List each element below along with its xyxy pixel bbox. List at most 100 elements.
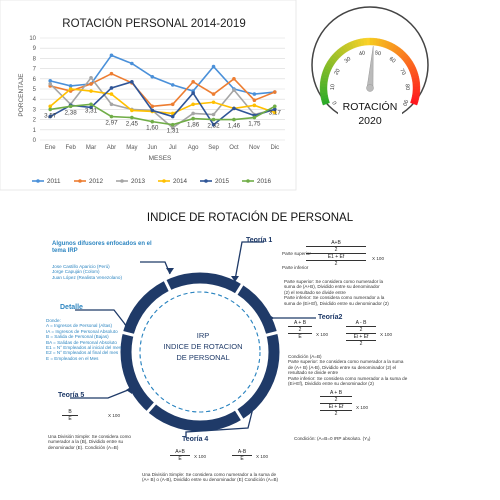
t2-text: Condición (A=B) Parte superior: Se consi… (288, 354, 458, 386)
data-point (212, 65, 216, 69)
data-point (150, 109, 154, 113)
x-tick-label: May (126, 145, 137, 151)
y-axis-label: PORCENTAJE (18, 73, 25, 117)
detail-line: E = Empleados en el Mes (46, 356, 136, 361)
data-point (130, 80, 134, 84)
data-point (110, 72, 114, 76)
legend-label: 2015 (215, 178, 230, 185)
detail-label: Detalle (60, 304, 83, 311)
data-point (191, 91, 195, 95)
t2-formula2: A - B 2 Ei + Ef 2 (346, 320, 376, 347)
data-point (48, 105, 52, 109)
theory2-label: Teoría2 (318, 314, 342, 321)
authors-title: Algunos difusores enfocados en el tema I… (52, 241, 152, 255)
x-tick-label: Ene (45, 145, 56, 151)
data-point (69, 105, 73, 109)
data-point (232, 107, 236, 111)
t2-f3-bot2: 2 (320, 410, 352, 417)
data-label: 3,57 (44, 112, 57, 119)
data-label: 2,32 (207, 123, 220, 130)
data-point (89, 103, 93, 107)
data-point (212, 92, 216, 96)
x-tick-label: Jul (169, 145, 177, 151)
data-point (171, 123, 175, 127)
detail-text: Donde: A = Ingresos de Personal (Altas) … (46, 318, 136, 361)
t2-condition: Condición: (A=B=0 IRP absoluto. (Yₐ) (294, 436, 444, 441)
data-point (232, 118, 236, 122)
data-point (253, 98, 257, 102)
data-point (191, 103, 195, 107)
data-point (191, 80, 195, 84)
center-line2: INDICE DE ROTACION (163, 342, 242, 351)
data-point (48, 79, 52, 83)
authors-list: Jose Castillo Aparicio (Perú) Jorge Capu… (52, 264, 152, 280)
data-point (212, 118, 216, 122)
gauge-label-line2: 2020 (358, 115, 382, 127)
t1-bot2: 2 (306, 260, 366, 267)
data-label: 1,46 (228, 123, 241, 130)
t5-text: Una División Simple: Se considera como n… (48, 434, 158, 450)
legend-label: 2014 (173, 178, 188, 185)
x-tick-label: Oct (229, 145, 239, 151)
data-point (130, 109, 134, 113)
data-point (273, 105, 277, 109)
data-point (130, 116, 134, 120)
t1-bot: E1 + Ef (306, 253, 366, 260)
data-point (171, 83, 175, 87)
data-point (69, 87, 73, 91)
t5-x100: X 100 (108, 413, 120, 418)
data-point (253, 104, 257, 108)
x-tick-label: Feb (65, 145, 76, 151)
t5-text-line: denominador (E). Condición (A=B) (48, 445, 158, 450)
data-point (273, 90, 277, 94)
t2-f2-bot: Ei + Ef (346, 333, 376, 340)
data-point (150, 75, 154, 79)
data-label: 1,86 (187, 122, 200, 129)
gauge-tick-label: 50 (374, 50, 381, 57)
theory4-label: Teoría 4 (182, 436, 208, 443)
legend-label: 2013 (131, 178, 146, 185)
data-point (212, 100, 216, 104)
diagram-title: INDICE DE ROTACIÓN DE PERSONAL (147, 211, 354, 224)
data-label: 1,75 (248, 121, 261, 128)
t1-side2: Parte inferior (282, 265, 308, 270)
t4-formula1: A+B E (170, 449, 190, 462)
t1-x100: X 100 (372, 256, 384, 261)
data-label: 3,17 (269, 109, 282, 116)
data-label: 2,38 (64, 109, 77, 116)
data-point (232, 88, 236, 92)
data-point (191, 112, 195, 116)
x-tick-label: Ago (188, 145, 199, 151)
x-tick-label: Dic (270, 145, 279, 151)
data-label: 2,45 (126, 121, 139, 128)
t1-side1: Parte superior (282, 251, 311, 256)
t5-f-bot: E (62, 415, 78, 422)
x-tick-label: Sep (208, 145, 219, 151)
t2-f2-mid: 2 (346, 326, 376, 333)
data-point (130, 62, 134, 66)
t2-f3-mid: 2 (320, 396, 352, 403)
gauge-tick-label: 40 (359, 50, 366, 57)
data-label: 2,97 (105, 120, 118, 127)
legend-label: 2011 (47, 178, 61, 185)
gauge-tick-label: 10 (330, 84, 336, 91)
data-point (110, 86, 114, 90)
data-point (48, 82, 52, 86)
x-axis-label: MESES (149, 155, 172, 162)
gauge-tick-label: 80 (404, 84, 410, 91)
x-tick-label: Mar (86, 145, 96, 151)
gauge-pivot (367, 85, 374, 92)
data-point (171, 103, 175, 107)
data-point (253, 92, 257, 96)
data-label: 1,60 (146, 125, 159, 132)
legend-label: 2012 (89, 178, 104, 185)
data-point (110, 54, 114, 58)
t1-mid: 2 (306, 246, 366, 253)
data-point (89, 76, 93, 80)
t2-x100-b: X 100 (380, 332, 392, 337)
center-line3: DE PERSONAL (176, 353, 229, 362)
t4-text: Una División Simple: Se considera como n… (142, 472, 312, 483)
t2-formula3: A + B 2 Ei + Ef 2 (320, 390, 352, 417)
data-point (212, 113, 216, 117)
